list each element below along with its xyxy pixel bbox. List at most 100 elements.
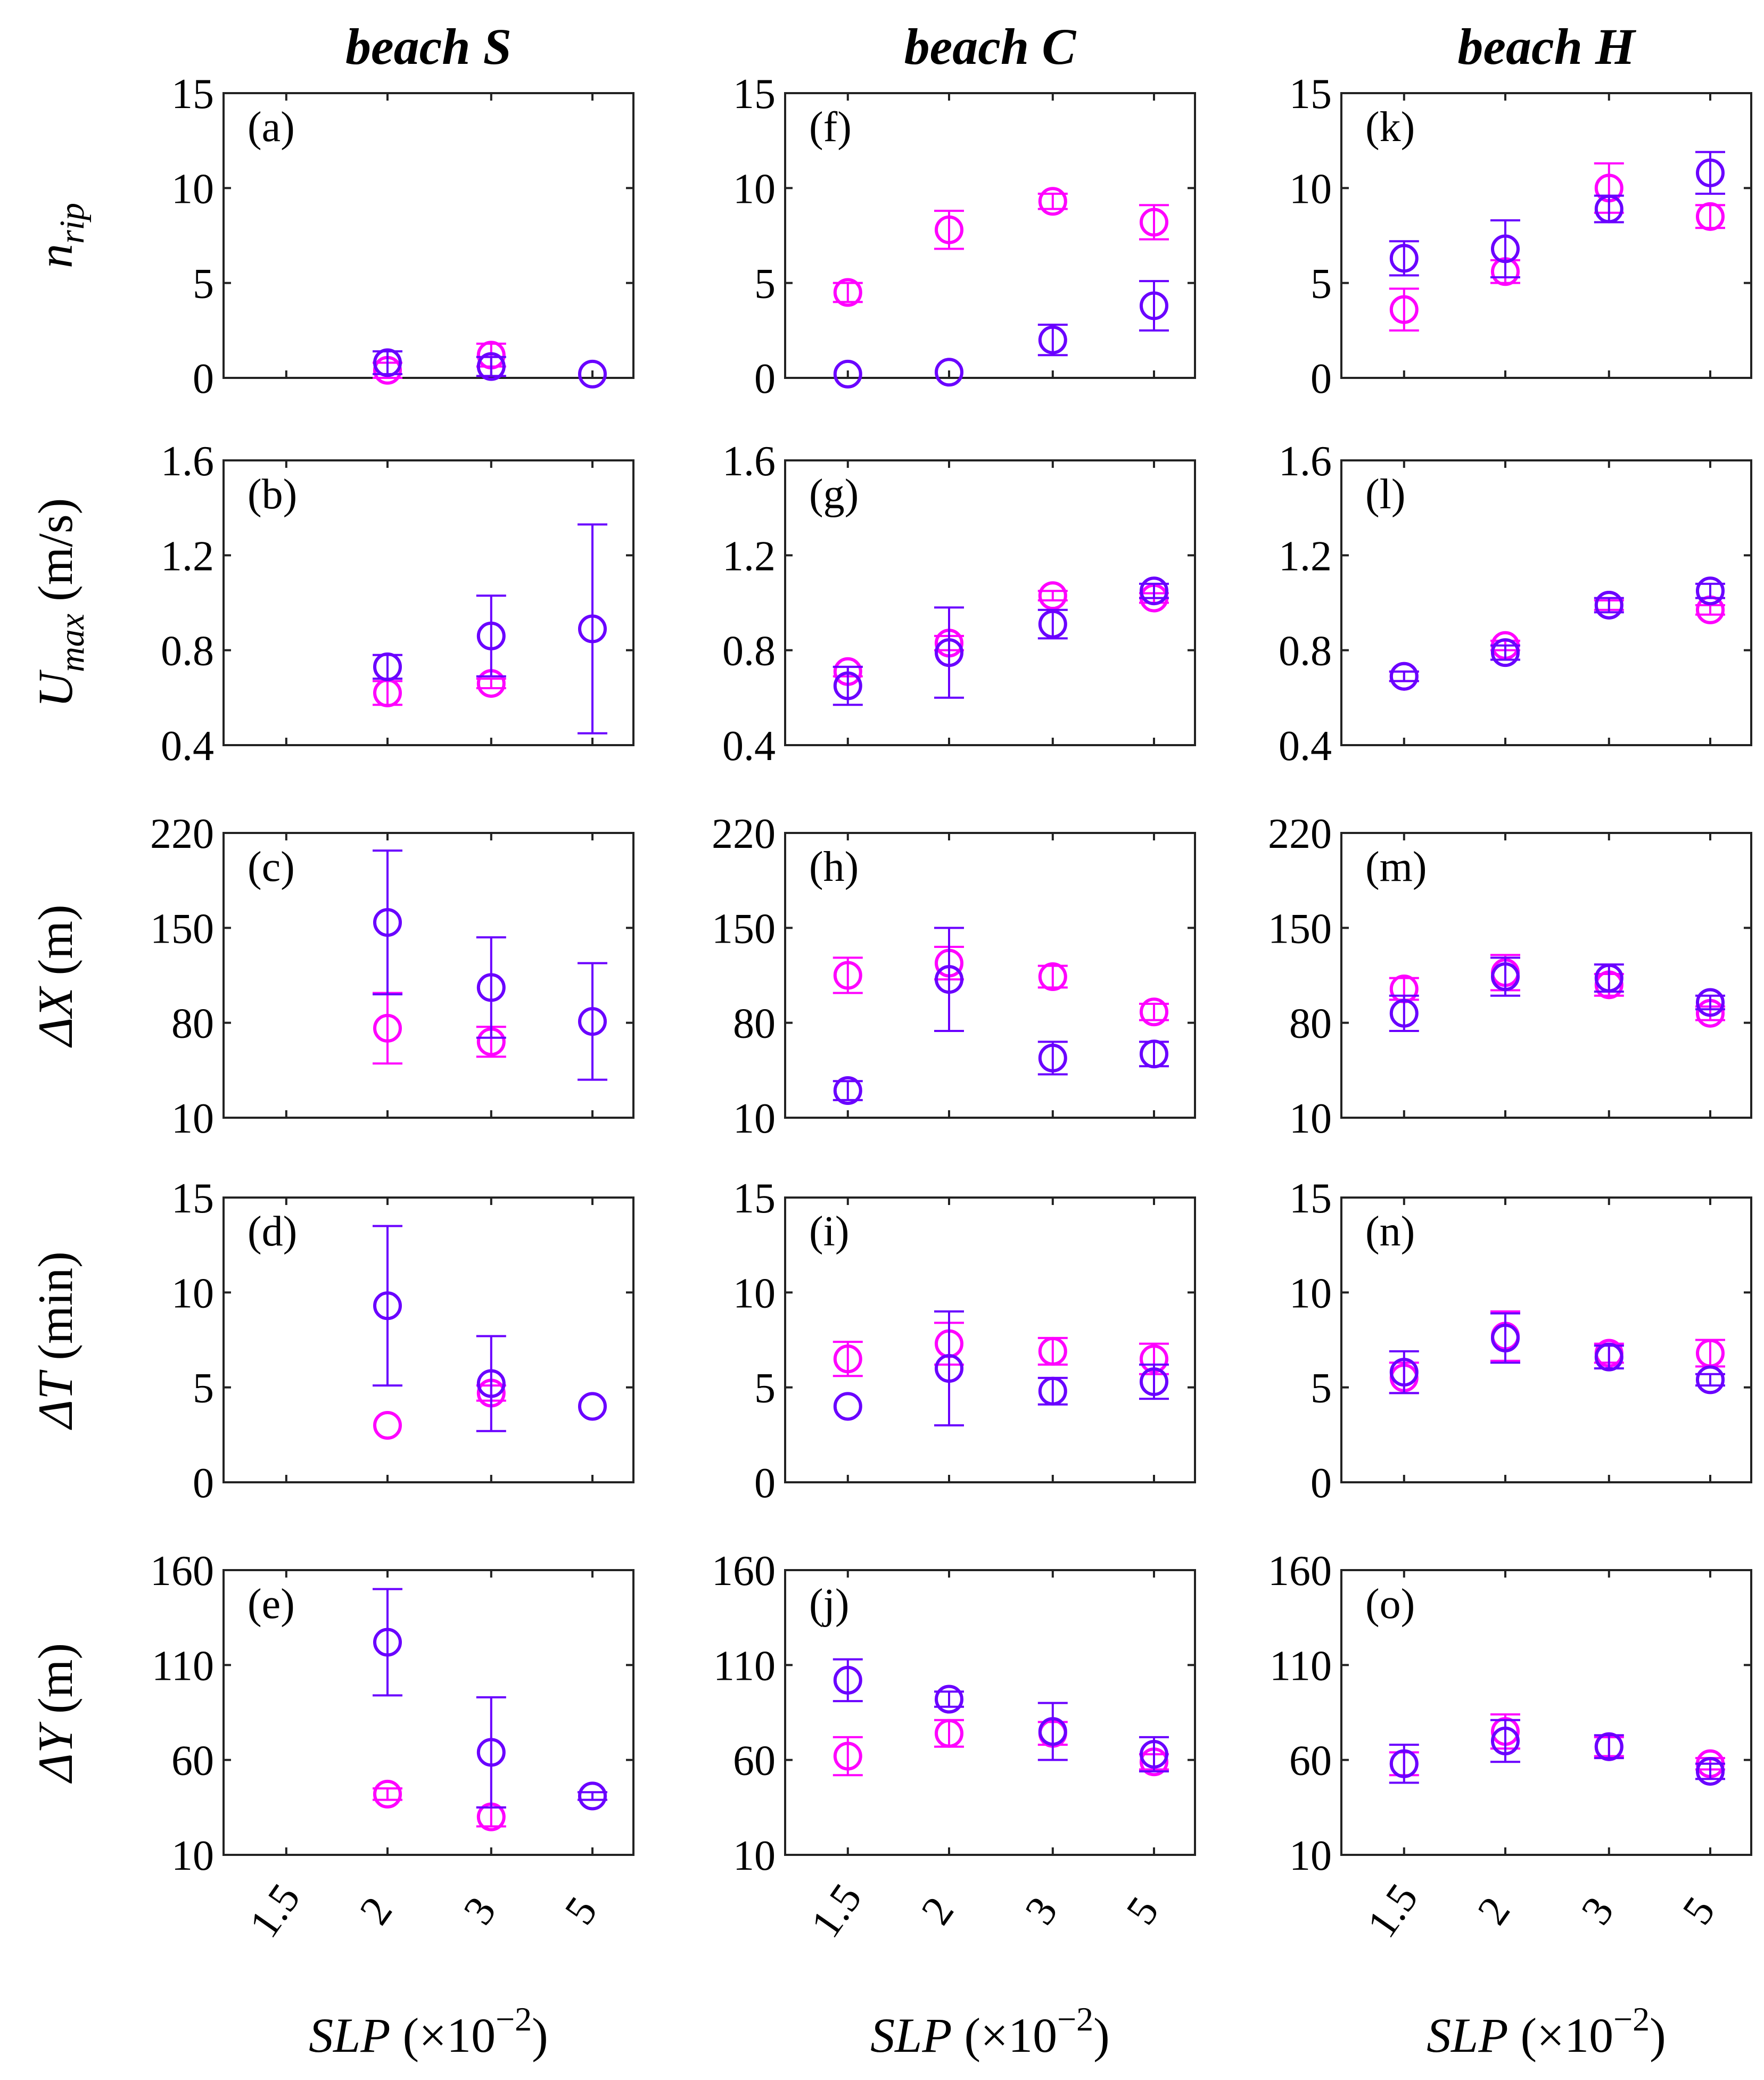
axes-frame bbox=[784, 1196, 1196, 1483]
x-tick-label: 5 bbox=[556, 1888, 606, 1933]
y-axis-label-unit: (min) bbox=[28, 1251, 83, 1372]
y-tick-label: 150 bbox=[150, 905, 214, 952]
y-tick-label: 10 bbox=[1289, 1833, 1332, 1879]
y-tick-label: 1.2 bbox=[722, 533, 776, 580]
x-axis-label-unit: (×10 bbox=[391, 2008, 496, 2062]
y-tick-label: 60 bbox=[171, 1738, 214, 1785]
data-point-series-2 bbox=[1491, 638, 1520, 667]
data-point-series-2 bbox=[1389, 998, 1419, 1028]
y-axis-label-unit: (m) bbox=[28, 904, 83, 987]
y-tick-label: 0.4 bbox=[1279, 723, 1332, 770]
x-axis-label-exponent: −2 bbox=[496, 2000, 532, 2038]
data-point-series-2 bbox=[1696, 988, 1725, 1017]
y-tick-label: 15 bbox=[1289, 1175, 1332, 1222]
data-point-series-2 bbox=[935, 965, 963, 994]
y-axis-label-var: ΔT bbox=[28, 1369, 83, 1431]
x-axis-label: SLP (×10−2) bbox=[1427, 2000, 1666, 2062]
y-axis-label-var: n bbox=[28, 244, 83, 268]
y-tick-label: 0 bbox=[754, 356, 776, 402]
data-point-series-2 bbox=[935, 1354, 963, 1383]
data-point-series-2 bbox=[1140, 1367, 1168, 1396]
x-axis-label-close: ) bbox=[1650, 2008, 1666, 2062]
data-point-series-2 bbox=[833, 1076, 862, 1105]
y-tick-label: 10 bbox=[171, 166, 214, 212]
y-tick-label: 80 bbox=[733, 1001, 776, 1047]
panel-label: (f) bbox=[809, 104, 852, 151]
y-tick-label: 0.8 bbox=[1279, 628, 1332, 675]
panel-label: (g) bbox=[809, 471, 859, 518]
data-point-series-2 bbox=[373, 1628, 402, 1657]
data-point-series-2 bbox=[373, 908, 402, 937]
data-point-series-2 bbox=[833, 1665, 862, 1695]
data-point-series-2 bbox=[476, 973, 506, 1002]
data-point-series-1 bbox=[833, 1344, 862, 1374]
y-tick-label: 0 bbox=[193, 356, 214, 402]
data-point-series-1 bbox=[373, 1779, 402, 1809]
x-tick-label: 2 bbox=[912, 1888, 963, 1933]
y-axis-label: Umax (m/s) bbox=[28, 498, 92, 708]
axes-frame bbox=[1340, 832, 1752, 1119]
y-tick-label: 10 bbox=[1289, 1270, 1332, 1317]
data-point-series-2 bbox=[1491, 1727, 1520, 1755]
panel-label: (j) bbox=[809, 1581, 850, 1628]
data-point-series-1 bbox=[935, 1719, 963, 1748]
panel-label: (o) bbox=[1365, 1581, 1415, 1628]
panel-label: (m) bbox=[1365, 844, 1427, 890]
y-tick-label: 10 bbox=[1289, 166, 1332, 212]
data-point-series-1 bbox=[1038, 581, 1067, 610]
y-tick-label: 15 bbox=[733, 1175, 776, 1222]
y-tick-label: 110 bbox=[713, 1642, 776, 1689]
data-point-series-2 bbox=[1140, 1039, 1168, 1069]
y-tick-label: 160 bbox=[1268, 1548, 1332, 1595]
data-point-series-2 bbox=[1389, 1358, 1419, 1387]
data-point-series-1 bbox=[373, 1013, 402, 1043]
data-point-series-2 bbox=[833, 671, 862, 700]
panel-m: 10 80 150 220 (m) bbox=[1268, 811, 1752, 1142]
panel-j: 10 60 110 160 1.5 2 3 5 (j) bbox=[712, 1548, 1196, 1946]
data-point-series-2 bbox=[1140, 576, 1168, 606]
y-tick-label: 60 bbox=[733, 1738, 776, 1785]
x-axis-label-close: ) bbox=[532, 2008, 548, 2062]
column-title: beach H bbox=[1457, 18, 1637, 75]
data-point-series-1 bbox=[1038, 187, 1067, 216]
axes-frame bbox=[784, 1569, 1196, 1856]
x-axis-label-exponent: −2 bbox=[1057, 2000, 1093, 2038]
data-point-series-2 bbox=[373, 1291, 402, 1320]
data-point-series-2 bbox=[476, 1369, 506, 1398]
panel-i: 0 5 10 15 (i) bbox=[733, 1175, 1196, 1507]
y-tick-label: 0.8 bbox=[722, 628, 776, 675]
axes-frame bbox=[222, 459, 634, 746]
axes-frame bbox=[1340, 1569, 1752, 1856]
data-point-series-2 bbox=[1696, 576, 1725, 606]
x-axis-label-unit: (×10 bbox=[1509, 2008, 1614, 2062]
data-point-series-1 bbox=[1389, 295, 1419, 324]
y-tick-label: 1.2 bbox=[1279, 533, 1332, 580]
data-point-series-2 bbox=[1038, 1376, 1067, 1406]
column-title: beach S bbox=[345, 18, 512, 75]
data-point-series-2 bbox=[1594, 1732, 1623, 1761]
data-point-series-2 bbox=[373, 652, 402, 681]
panel-b: 0.4 0.8 1.2 1.6 (b) bbox=[161, 438, 634, 770]
y-tick-label: 1.6 bbox=[1279, 438, 1332, 485]
panel-n: 0 5 10 15 (n) bbox=[1289, 1175, 1752, 1507]
panel-k: 0 5 10 15 (k) bbox=[1289, 71, 1752, 402]
y-tick-label: 160 bbox=[150, 1548, 214, 1595]
data-point-series-1 bbox=[1038, 1336, 1067, 1366]
x-tick-label: 1.5 bbox=[241, 1876, 309, 1946]
y-tick-label: 80 bbox=[171, 1001, 214, 1047]
data-point-series-2 bbox=[1389, 244, 1419, 273]
data-point-series-2 bbox=[1594, 1342, 1623, 1372]
axes-frame bbox=[222, 1569, 634, 1856]
y-tick-label: 0 bbox=[193, 1460, 214, 1507]
data-point-series-2 bbox=[578, 359, 607, 389]
data-point-series-2 bbox=[1389, 662, 1419, 691]
x-tick-label: 3 bbox=[1572, 1888, 1623, 1933]
panel-a: 0 5 10 15 (a) bbox=[171, 71, 634, 402]
y-tick-label: 60 bbox=[1289, 1738, 1332, 1785]
x-tick-label: 3 bbox=[455, 1888, 505, 1933]
axes-frame bbox=[1340, 1196, 1752, 1483]
panel-d: 0 5 10 15 (d) bbox=[171, 1175, 634, 1507]
data-point-series-1 bbox=[833, 961, 862, 990]
y-axis-label-var: ΔX bbox=[28, 986, 83, 1049]
